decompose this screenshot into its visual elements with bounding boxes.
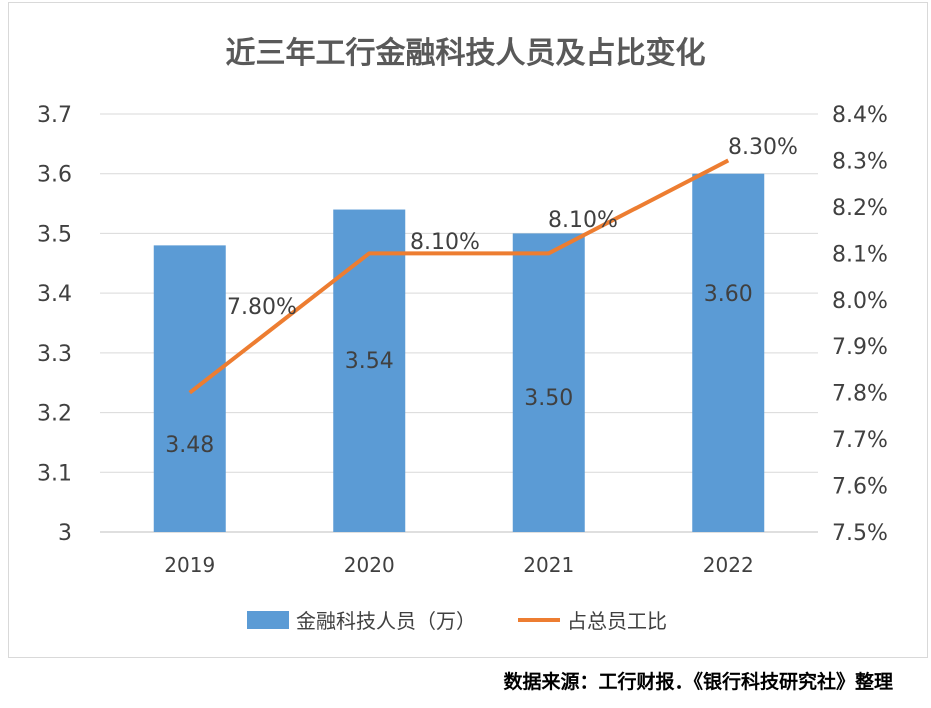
left-tick-label: 3.4 <box>37 282 72 307</box>
right-tick-label: 7.9% <box>832 335 888 360</box>
x-tick-label: 2021 <box>523 553 574 577</box>
bar-label: 3.48 <box>165 433 214 458</box>
line-series <box>188 158 730 395</box>
left-tick-label: 3.5 <box>37 222 72 247</box>
right-tick-label: 8.4% <box>832 103 888 128</box>
bar-2019 <box>153 245 226 532</box>
right-tick-label: 7.6% <box>832 475 888 500</box>
bar-label: 3.54 <box>345 349 394 374</box>
left-tick-label: 3.1 <box>37 461 72 486</box>
line-label: 8.10% <box>410 230 480 255</box>
bar-2021 <box>512 233 585 532</box>
right-tick-label: 8.1% <box>832 242 888 267</box>
legend-bar-label: 金融科技人员（万） <box>296 609 476 633</box>
left-tick-label: 3.7 <box>37 103 72 128</box>
chart-title: 近三年工行金融科技人员及占比变化 <box>225 36 706 71</box>
line-label: 7.80% <box>227 295 297 320</box>
chart-frame <box>8 2 928 658</box>
x-tick-label: 2022 <box>703 553 754 577</box>
left-tick-label: 3.2 <box>37 402 72 427</box>
bar-label: 3.60 <box>704 282 753 307</box>
legend-line-label: 占总员工比 <box>567 609 667 633</box>
bar-2022 <box>692 173 765 532</box>
x-tick-label: 2020 <box>344 553 395 577</box>
line-label: 8.10% <box>548 208 618 233</box>
right-tick-label: 8.2% <box>832 196 888 221</box>
bar-2020 <box>333 209 406 533</box>
bar-label: 3.50 <box>524 386 573 411</box>
right-tick-label: 7.8% <box>832 382 888 407</box>
x-tick-label: 2019 <box>164 553 215 577</box>
source-note: 数据来源：工行财报．《银行科技研究社》整理 <box>503 671 893 693</box>
right-tick-label: 7.5% <box>832 521 888 546</box>
right-tick-label: 8.0% <box>832 289 888 314</box>
left-tick-label: 3.6 <box>37 163 72 188</box>
right-tick-label: 7.7% <box>832 428 888 453</box>
left-tick-label: 3 <box>58 521 72 546</box>
line-label: 8.30% <box>728 135 798 160</box>
legend-bar-swatch <box>247 611 289 629</box>
right-tick-label: 8.3% <box>832 149 888 174</box>
left-tick-label: 3.3 <box>37 342 72 367</box>
